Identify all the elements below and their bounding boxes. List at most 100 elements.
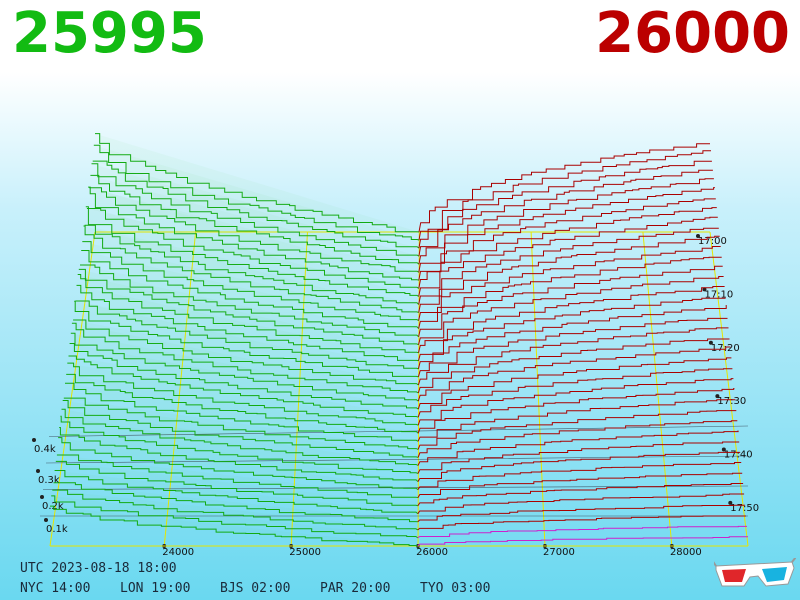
time-tick-label: 17:40	[724, 450, 753, 461]
bid-depth-line	[62, 400, 419, 458]
bid-depth-line	[54, 470, 419, 515]
depth-chart-plot: 24000 25000 26000 27000 280000.1k0.2k0.3k0.4…	[32, 133, 759, 558]
bid-depth-line	[83, 225, 419, 313]
bid-depth-line	[82, 241, 419, 322]
bid-depth-line	[86, 208, 420, 289]
bid-depth-line	[73, 319, 419, 386]
3d-glasses-icon[interactable]	[714, 558, 796, 590]
time-tick-marker	[702, 287, 707, 292]
volume-tick-marker	[44, 518, 48, 522]
volume-tick-marker	[40, 495, 44, 499]
ask-depth-line	[418, 160, 712, 249]
bid-depth-line	[59, 427, 419, 482]
ask-depth-line	[418, 207, 717, 289]
bid-depth-line	[52, 489, 419, 531]
best-bid-price: 25995	[12, 1, 207, 66]
ask-depth-line	[418, 246, 721, 321]
bid-depth-line	[81, 250, 419, 329]
bid-depth-line	[90, 174, 420, 265]
best-ask-price: 26000	[595, 1, 790, 66]
ask-depth-line	[417, 430, 739, 466]
bid-depth-line	[76, 284, 419, 362]
ask-depth-line	[417, 346, 731, 402]
bid-depth-line	[75, 300, 419, 370]
bid-depth-line	[77, 274, 419, 354]
ask-depth-line	[417, 515, 747, 531]
volume-tick-marker	[32, 438, 36, 442]
city-time-tyo: TYO 03:00	[420, 581, 491, 596]
volume-tick-label: 0.3k	[38, 475, 60, 486]
bid-depth-line	[84, 224, 420, 305]
time-tick-marker	[708, 340, 713, 345]
ask-depth-line	[417, 493, 745, 515]
bid-depth-line	[61, 408, 419, 466]
time-tick-label: 17:10	[704, 289, 733, 300]
city-time-par: PAR 20:00	[320, 581, 391, 596]
ask-depth-line	[418, 256, 722, 329]
bid-depth-line	[70, 332, 419, 402]
price-gridline	[417, 231, 420, 547]
time-tick-marker	[721, 447, 726, 452]
price-gridline	[163, 231, 197, 547]
ask-depth-line	[418, 235, 720, 313]
bid-depth-line	[88, 186, 419, 281]
bid-depth-line	[65, 382, 419, 442]
bid-depth-line	[55, 460, 419, 507]
price-tick-label: 27000	[543, 547, 575, 558]
ask-depth-line	[417, 504, 746, 523]
time-tick-label: 17:00	[698, 236, 727, 247]
bid-depth-line	[91, 163, 420, 257]
ask-depth-line	[417, 338, 730, 394]
bid-depth-line	[66, 373, 419, 434]
ask-depth-line	[418, 216, 718, 297]
bid-depth-line	[67, 362, 419, 426]
bid-depth-line	[51, 495, 419, 539]
left-axis-line	[49, 231, 96, 547]
time-tick-marker	[728, 500, 733, 505]
ask-depth-line	[418, 187, 715, 273]
bid-depth-line	[92, 160, 420, 249]
ask-depth-line	[417, 327, 729, 386]
ask-depth-line	[418, 297, 726, 361]
ask-depth-line	[417, 483, 744, 506]
time-tick-marker	[715, 394, 720, 399]
price-tick-label: 24000	[162, 547, 194, 558]
price-gridline	[530, 231, 546, 547]
price-tick-label: 25000	[289, 547, 321, 558]
ask-depth-line	[418, 227, 719, 305]
bid-depth-line	[60, 415, 419, 474]
city-time-nyc: NYC 14:00	[20, 581, 91, 596]
utc-time: UTC 2023-08-18 18:00	[20, 561, 177, 576]
ask-depth-line	[417, 378, 734, 426]
volume-tick-marker	[36, 469, 40, 473]
ask-depth-line	[417, 441, 740, 474]
price-tick-label: 26000	[416, 547, 448, 558]
bid-depth-line	[68, 355, 419, 418]
ask-depth-line	[417, 462, 742, 490]
time-tick-label: 17:30	[717, 396, 746, 407]
bid-depth-line	[78, 268, 419, 346]
ask-depth-line	[417, 399, 736, 442]
volume-tick-label: 0.1k	[46, 524, 68, 535]
bid-depth-line	[53, 482, 418, 523]
bid-depth-line	[56, 454, 419, 499]
ask-depth-line	[417, 525, 747, 539]
bid-depth-line	[50, 505, 418, 547]
time-tick-label: 17:50	[730, 503, 759, 514]
ask-depth-line	[418, 178, 714, 265]
ask-depth-line	[418, 169, 713, 257]
ask-depth-line	[417, 357, 732, 410]
ask-depth-line	[417, 410, 737, 450]
ask-depth-line	[418, 198, 716, 281]
bid-depth-line	[85, 206, 419, 297]
volume-tick-label: 0.4k	[34, 444, 56, 455]
bid-depth-line	[89, 187, 420, 273]
ask-depth-line	[418, 276, 724, 345]
ask-depth-line	[418, 286, 725, 353]
ask-depth-line	[417, 472, 743, 498]
ask-depth-line	[417, 305, 727, 370]
ask-depth-line	[417, 388, 735, 434]
ask-depth-line	[417, 420, 738, 458]
bid-depth-line	[95, 133, 420, 233]
